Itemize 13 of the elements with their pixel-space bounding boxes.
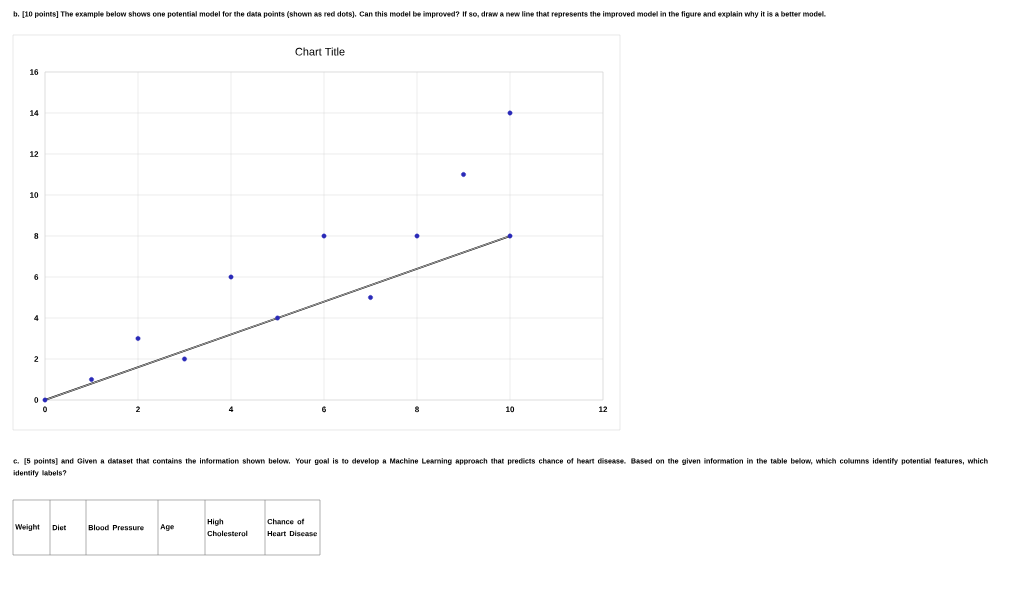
point bbox=[89, 377, 94, 382]
point bbox=[135, 336, 141, 341]
point bbox=[42, 397, 48, 403]
point bbox=[368, 295, 373, 300]
point bbox=[182, 356, 187, 362]
point bbox=[507, 233, 513, 239]
chart-title: Chart Title bbox=[295, 47, 345, 56]
point bbox=[461, 172, 466, 177]
point bbox=[507, 110, 513, 116]
point bbox=[228, 274, 234, 280]
point bbox=[321, 233, 327, 239]
point bbox=[414, 233, 420, 239]
point bbox=[275, 315, 280, 321]
